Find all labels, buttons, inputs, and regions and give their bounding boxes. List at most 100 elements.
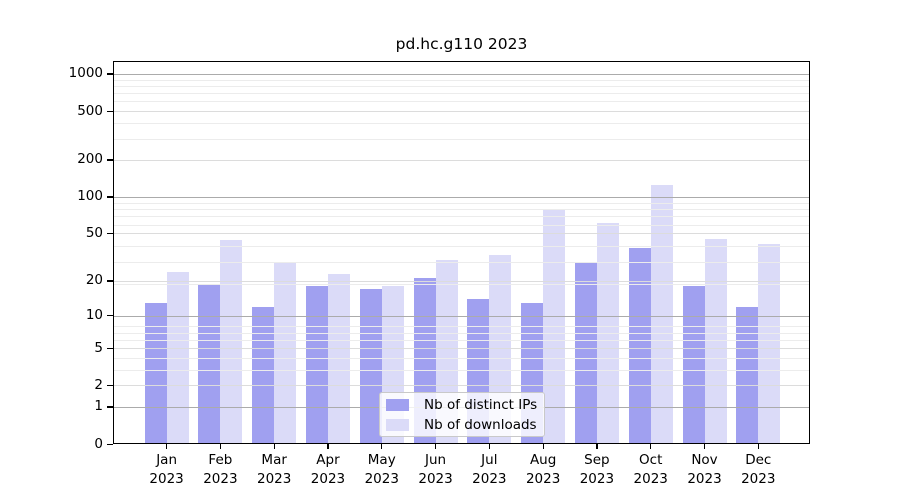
gridline-mid — [113, 385, 810, 387]
bar-dec-downloads — [758, 243, 781, 444]
x-axis-tick-label: Dec 2023 — [726, 451, 790, 489]
x-axis-tick-label: Jul 2023 — [457, 451, 521, 489]
x-label-month: Oct — [639, 452, 663, 468]
x-label-month: Feb — [208, 452, 233, 468]
bar-sep-ips — [574, 261, 597, 444]
bar-feb-ips — [198, 283, 221, 444]
x-label-month: Aug — [529, 452, 557, 468]
x-axis-tick — [219, 444, 222, 449]
y-axis-tick-label: 500 — [77, 102, 103, 119]
x-axis-tick-label: Jan 2023 — [135, 451, 199, 489]
x-axis-tick-label: Sep 2023 — [565, 451, 629, 489]
y-axis-tick — [107, 73, 113, 75]
x-label-year: 2023 — [256, 471, 292, 487]
gridline-minor — [113, 332, 810, 334]
right-spine — [808, 61, 810, 444]
y-axis-tick — [107, 232, 113, 235]
bar-mar-ips — [252, 306, 275, 444]
gridline-minor — [113, 283, 810, 285]
gridline-major — [113, 196, 810, 198]
bar-feb-downloads — [220, 240, 243, 444]
x-label-year: 2023 — [633, 471, 668, 487]
x-label-year: 2023 — [579, 471, 615, 487]
x-axis-tick-label: Mar 2023 — [242, 451, 306, 489]
legend-label-distinct-ips: Nb of distinct IPs — [424, 396, 538, 413]
gridline-mid — [113, 280, 810, 282]
gridline-minor — [113, 93, 810, 95]
y-axis-tick-label: 5 — [94, 339, 103, 356]
gridline-mid — [113, 111, 810, 113]
x-label-year: 2023 — [472, 471, 507, 487]
y-axis-tick — [107, 159, 113, 161]
gridline-minor — [113, 203, 810, 204]
x-axis-tick-label: Apr 2023 — [296, 451, 360, 489]
bottom-spine — [113, 442, 810, 444]
bar-may-ips — [359, 289, 382, 444]
x-label-month: Apr — [316, 452, 340, 468]
y-axis-tick-label: 2 — [94, 376, 103, 393]
y-axis-tick-label: 10 — [85, 307, 103, 324]
legend-swatch-downloads — [386, 418, 409, 431]
gridline-minor — [113, 138, 810, 140]
gridline-minor — [113, 357, 810, 359]
x-label-year: 2023 — [310, 471, 346, 487]
y-axis-tick-label: 1000 — [68, 65, 103, 82]
x-axis-tick — [327, 444, 329, 449]
x-axis-tick — [542, 444, 544, 449]
x-label-year: 2023 — [687, 471, 722, 487]
legend-swatch-distinct-ips — [386, 398, 409, 411]
bar-oct-downloads — [650, 185, 673, 444]
gridline-minor — [113, 261, 810, 263]
left-spine — [113, 61, 115, 444]
y-axis-tick-label: 50 — [85, 224, 103, 241]
y-axis-tick-label: 0 — [94, 435, 103, 452]
legend-label-downloads: Nb of downloads — [424, 416, 537, 433]
bar-jan-downloads — [166, 271, 189, 444]
x-label-month: Mar — [261, 452, 287, 468]
gridline-minor — [113, 326, 810, 328]
x-label-month: Jan — [156, 452, 177, 468]
x-axis-tick — [166, 444, 168, 449]
gridline-minor — [113, 101, 810, 103]
x-label-year: 2023 — [525, 471, 561, 487]
x-axis-tick-label: Nov 2023 — [673, 451, 737, 489]
bar-nov-downloads — [704, 238, 727, 444]
gridline-minor — [113, 369, 810, 371]
x-axis-tick — [273, 444, 275, 449]
legend-item-distinct-ips: Nb of distinct IPs — [380, 396, 544, 413]
x-axis-tick-label: Feb 2023 — [188, 451, 252, 489]
x-axis-tick-label: Oct 2023 — [619, 451, 683, 489]
gridlines-layer — [113, 61, 810, 444]
bar-jan-ips — [144, 302, 167, 444]
bar-mar-downloads — [274, 261, 297, 444]
bar-dec-ips — [736, 306, 759, 444]
x-axis-tick — [703, 444, 706, 449]
gridline-mid — [113, 159, 810, 161]
x-label-year: 2023 — [364, 471, 399, 487]
x-axis-tick-label: May 2023 — [350, 451, 414, 489]
x-label-month: Sep — [584, 452, 610, 468]
y-axis-tick-label: 1 — [94, 398, 103, 415]
gridline-major — [113, 73, 810, 75]
gridline-mid — [113, 233, 810, 235]
x-label-month: May — [367, 452, 396, 468]
y-axis-tick — [107, 196, 113, 198]
x-axis-tick — [434, 444, 437, 449]
gridline-major — [113, 315, 810, 317]
gridline-minor — [113, 85, 810, 87]
y-axis-tick — [107, 110, 113, 112]
y-axis-tick — [107, 384, 113, 386]
axes-layer: 0 1 2 5 10 20 50 100 200 500 1000 Jan 2023 Feb 2023 Mar… — [69, 61, 810, 487]
x-axis-tick — [488, 444, 491, 449]
y-axis-tick-label: 100 — [77, 188, 103, 205]
bar-nov-ips — [682, 286, 705, 444]
gridline-mid — [113, 348, 810, 350]
x-label-year: 2023 — [741, 471, 776, 487]
legend-item-downloads: Nb of downloads — [380, 416, 544, 433]
x-label-month: Jul — [481, 452, 498, 468]
x-label-year: 2023 — [149, 471, 184, 487]
gridline-minor — [113, 246, 810, 248]
x-axis-tick-label: Aug 2023 — [511, 451, 575, 489]
y-axis-tick — [107, 280, 113, 282]
